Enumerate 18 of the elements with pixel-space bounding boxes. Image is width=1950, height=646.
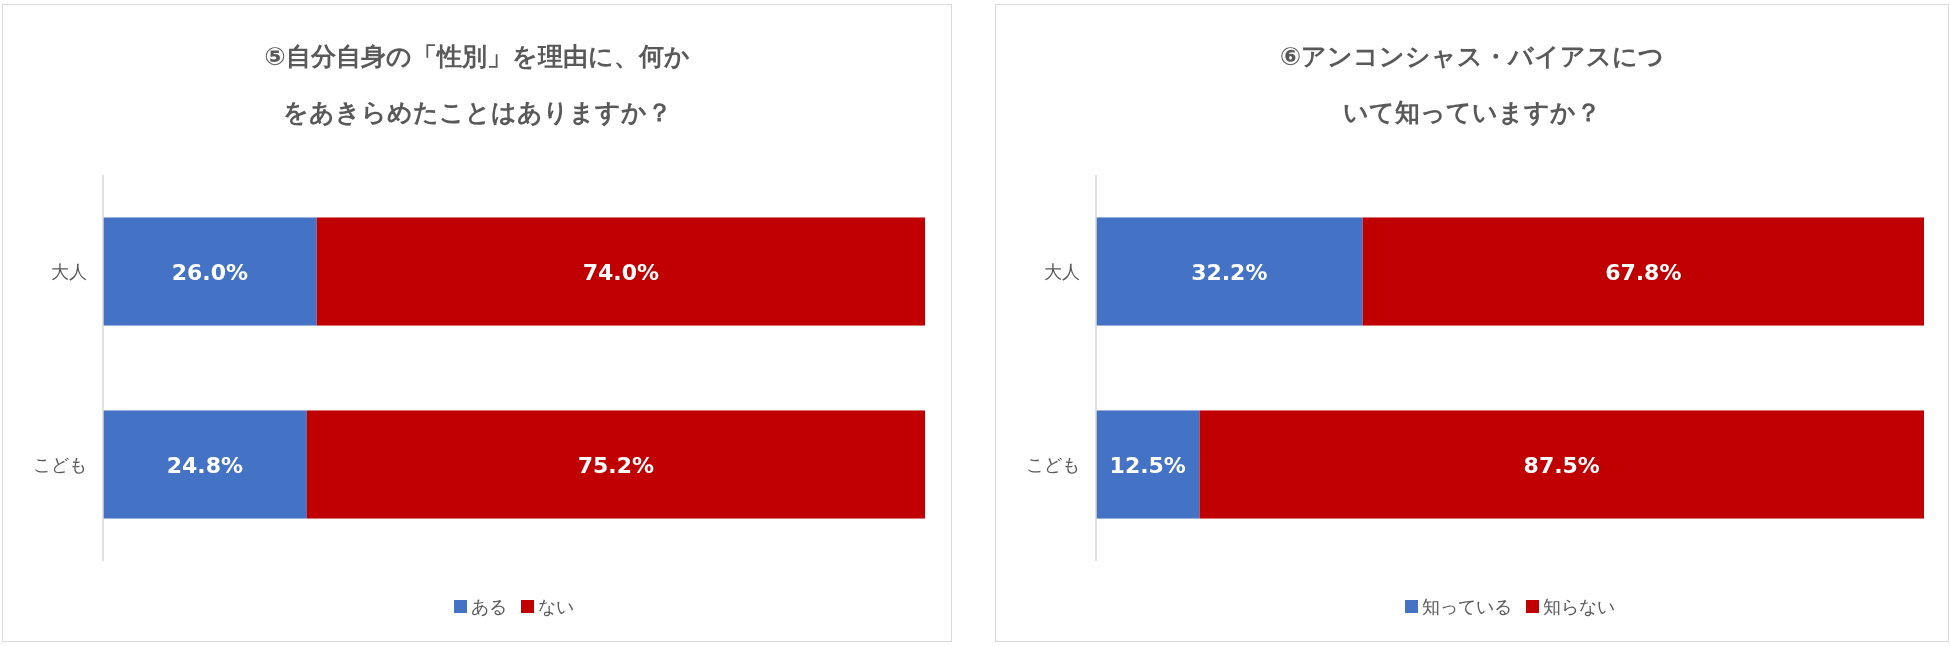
y-tick-label: こども — [1026, 453, 1080, 475]
y-tick-label: こども — [33, 453, 87, 475]
legend-label: ある — [471, 596, 507, 617]
data-label: 75.2% — [577, 452, 655, 478]
data-label: 87.5% — [1523, 452, 1600, 478]
y-tick-label: 大人 — [1044, 260, 1080, 282]
data-label: 12.5% — [1109, 452, 1186, 478]
data-label: 32.2% — [1191, 259, 1268, 285]
legend-label: ない — [538, 596, 574, 617]
y-tick-label: 大人 — [51, 260, 87, 282]
data-label: 26.0% — [171, 259, 249, 285]
legend-label: 知らない — [1543, 596, 1615, 617]
data-label: 67.8% — [1605, 259, 1682, 285]
legend-label: 知っている — [1422, 596, 1512, 617]
chart-title: ⑥アンコンシャス・バイアスについて知っていますか？ — [1278, 41, 1666, 129]
chart-title: ⑤自分自身の「性別」を理由に、何かをあきらめたことはありますか？ — [263, 41, 691, 129]
data-label: 74.0% — [582, 259, 660, 285]
data-label: 24.8% — [166, 452, 244, 478]
